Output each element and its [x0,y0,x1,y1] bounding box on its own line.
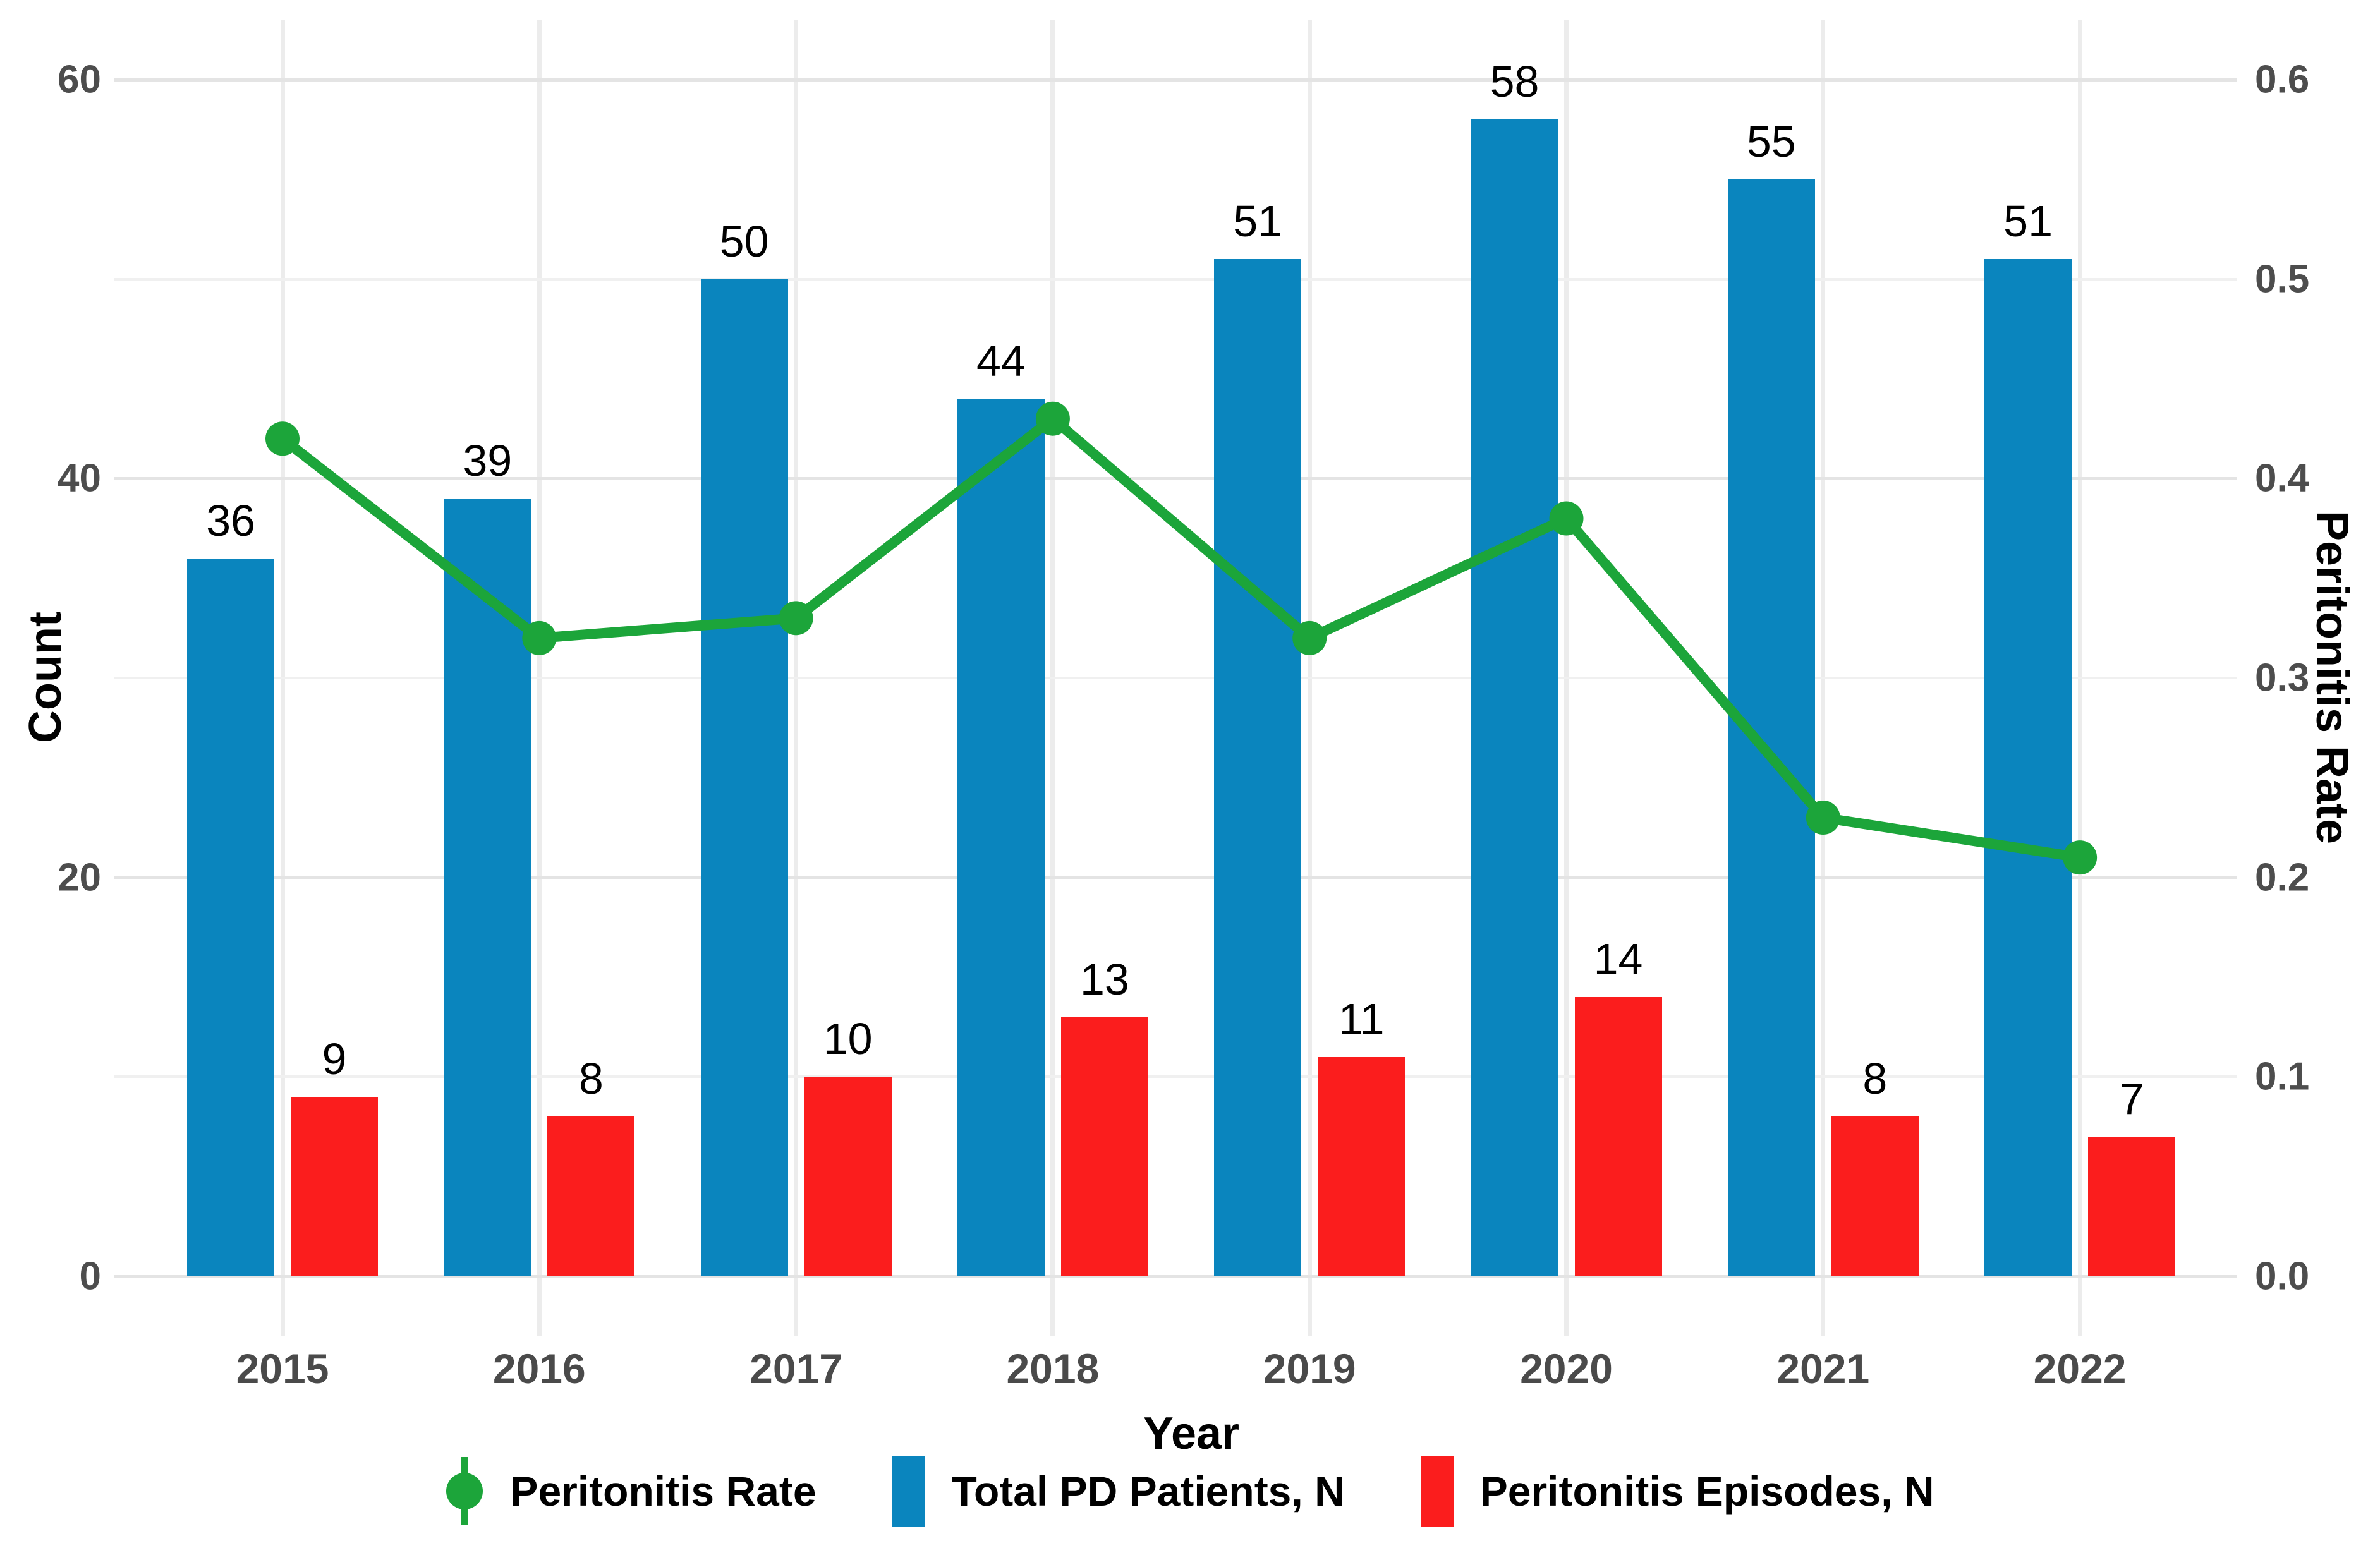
legend-item-peritonitis-rate: Peritonitis Rate [446,1453,817,1529]
x-axis-tick-2016: 2016 [492,1345,586,1392]
bar-value-label: 8 [578,1054,604,1104]
bar-value-label: 7 [2119,1074,2144,1124]
major-gridline-0 [114,1274,2237,1278]
bar-episodes-2017 [804,1077,892,1276]
bar-value-label: 51 [1233,197,1283,246]
right-axis-tick-0.3: 0.3 [2255,656,2310,700]
major-gridline-20 [114,876,2237,880]
bar-total-2022 [1984,259,2072,1276]
right-axis-tick-0.2: 0.2 [2255,856,2310,900]
x-axis-title: Year [1143,1408,1240,1459]
legend: Peritonitis Rate Total PD Patients, N Pe… [0,1453,2380,1529]
legend-point-marker-icon [446,1453,483,1529]
right-axis-tick-0.1: 0.1 [2255,1055,2310,1099]
bar-episodes-2016 [547,1116,635,1276]
bar-total-2016 [444,498,531,1276]
bar-value-label: 11 [1338,994,1385,1044]
bar-total-2017 [700,279,788,1276]
x-axis-tick-2021: 2021 [1776,1345,1870,1392]
legend-label: Peritonitis Episodes, N [1479,1468,1934,1515]
bar-total-2019 [1214,259,1302,1276]
right-axis-tick-0.5: 0.5 [2255,257,2310,301]
bar-value-label: 14 [1593,934,1643,984]
bar-episodes-2015 [291,1096,378,1276]
x-axis-tick-2018: 2018 [1006,1345,1100,1392]
bar-episodes-2018 [1060,1017,1148,1276]
bar-total-2015 [187,558,274,1276]
minor-gridline-50 [114,277,2237,281]
bar-total-2018 [957,399,1045,1276]
left-axis-tick-0: 0 [79,1254,101,1298]
bar-value-label: 9 [322,1034,347,1084]
right-axis-tick-0.4: 0.4 [2255,456,2310,500]
left-axis-tick-40: 40 [58,456,101,500]
bar-value-label: 39 [463,435,513,485]
bar-total-2020 [1471,119,1558,1276]
bar-value-label: 58 [1490,57,1539,107]
legend-item-peritonitis-episodes: Peritonitis Episodes, N [1420,1456,1934,1527]
bar-value-label: 44 [976,336,1026,386]
x-axis-tick-2015: 2015 [236,1345,329,1392]
bar-value-label: 50 [719,216,769,266]
x-axis-tick-2017: 2017 [750,1345,843,1392]
major-gridline-60 [114,78,2237,82]
bar-value-label: 8 [1862,1054,1888,1104]
bar-value-label: 10 [823,1014,873,1064]
left-axis-title: Count [20,612,71,743]
bar-value-label: 13 [1079,954,1129,1004]
right-axis-tick-0.6: 0.6 [2255,57,2310,102]
bar-value-label: 55 [1746,116,1796,166]
right-axis-tick-0.0: 0.0 [2255,1254,2310,1298]
x-axis-tick-2022: 2022 [2033,1345,2127,1392]
legend-blue-swatch-icon [892,1456,925,1527]
legend-label: Total PD Patients, N [951,1468,1345,1515]
legend-label: Peritonitis Rate [510,1468,817,1515]
left-axis-tick-20: 20 [58,856,101,900]
bar-total-2021 [1727,179,1815,1276]
minor-gridline-30 [114,677,2237,680]
legend-red-swatch-icon [1420,1456,1454,1527]
bar-value-label: 36 [206,495,255,545]
legend-item-total-pd-patients: Total PD Patients, N [892,1456,1345,1527]
x-axis-tick-2019: 2019 [1263,1345,1356,1392]
bar-episodes-2019 [1318,1056,1406,1276]
right-axis-title: Peritonitis Rate [2307,510,2357,845]
major-gridline-40 [114,476,2237,480]
minor-gridline-10 [114,1075,2237,1079]
left-axis-tick-60: 60 [58,57,101,102]
bar-episodes-2021 [1831,1116,1919,1276]
x-axis-tick-2020: 2020 [1520,1345,1613,1392]
bar-episodes-2020 [1574,997,1662,1276]
bar-value-label: 51 [2003,197,2053,246]
bar-episodes-2022 [2088,1137,2176,1276]
